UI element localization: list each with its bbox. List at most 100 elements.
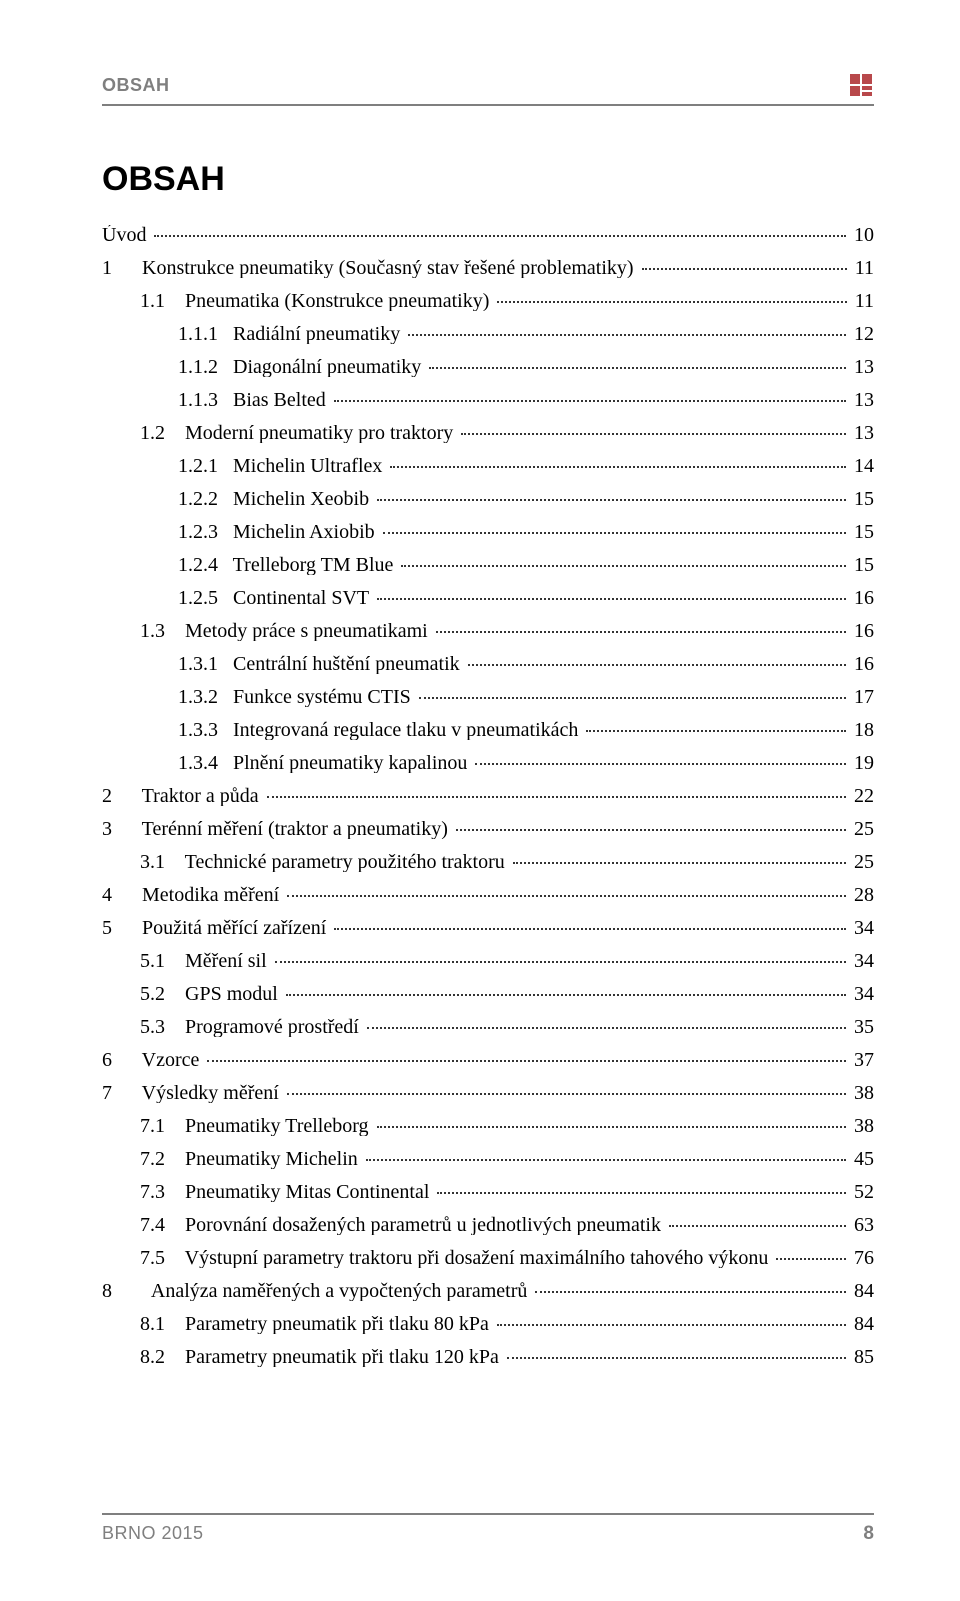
toc-entry-page[interactable]: 13 [848, 423, 874, 443]
toc-entry-label[interactable]: 5 Použitá měřící zařízení [102, 918, 332, 938]
toc-entry-label[interactable]: 7.3 Pneumatiky Mitas Continental [140, 1182, 435, 1202]
toc-entry-page[interactable]: 76 [848, 1248, 874, 1268]
toc-entry-label[interactable]: 8.1 Parametry pneumatik při tlaku 80 kPa [140, 1314, 495, 1334]
toc-entry-label[interactable]: 5.1 Měření sil [140, 951, 273, 971]
toc-entry-page[interactable]: 17 [848, 687, 874, 707]
toc-leader-dots [513, 862, 846, 864]
toc-entry-label[interactable]: Úvod [102, 225, 152, 245]
toc-entry-page[interactable]: 10 [848, 225, 874, 245]
toc-entry-label[interactable]: 1.1.3 Bias Belted [178, 390, 332, 410]
toc-leader-dots [436, 631, 846, 633]
toc-entry-page[interactable]: 13 [848, 357, 874, 377]
toc-row: 1.3.4 Plnění pneumatiky kapalinou 19 [102, 753, 874, 773]
toc-leader-dots [267, 796, 846, 798]
toc-entry-page[interactable]: 37 [848, 1050, 874, 1070]
toc-entry-page[interactable]: 45 [848, 1149, 874, 1169]
toc-entry-page[interactable]: 38 [848, 1083, 874, 1103]
toc-row: 7.5 Výstupní parametry traktoru při dosa… [102, 1248, 874, 1268]
toc-entry-label[interactable]: 1.3.1 Centrální huštění pneumatik [178, 654, 466, 674]
toc-entry-label[interactable]: 7.5 Výstupní parametry traktoru při dosa… [140, 1248, 774, 1268]
toc-entry-label[interactable]: 7.2 Pneumatiky Michelin [140, 1149, 364, 1169]
toc-entry-page[interactable]: 84 [848, 1314, 874, 1334]
toc-row: 3 Terénní měření (traktor a pneumatiky) 2… [102, 819, 874, 839]
toc-entry-page[interactable]: 11 [849, 258, 874, 278]
toc-entry-label[interactable]: 1 Konstrukce pneumatiky (Současný stav ř… [102, 258, 640, 278]
toc-entry-label[interactable]: 1.1 Pneumatika (Konstrukce pneumatiky) [140, 291, 495, 311]
toc-leader-dots [334, 928, 846, 930]
footer-rule [102, 1513, 874, 1515]
toc-entry-page[interactable]: 28 [848, 885, 874, 905]
toc-entry-page[interactable]: 85 [848, 1347, 874, 1367]
toc-entry-page[interactable]: 11 [849, 291, 874, 311]
toc-entry-page[interactable]: 25 [848, 819, 874, 839]
toc-entry-label[interactable]: 1.3.4 Plnění pneumatiky kapalinou [178, 753, 473, 773]
toc-entry-label[interactable]: 1.3.2 Funkce systému CTIS [178, 687, 417, 707]
toc-entry-page[interactable]: 34 [848, 984, 874, 1004]
header-rule [102, 104, 874, 106]
toc-leader-dots [456, 829, 846, 831]
toc-leader-dots [286, 994, 846, 996]
toc-entry-label[interactable]: 8.2 Parametry pneumatik při tlaku 120 kP… [140, 1347, 505, 1367]
toc-leader-dots [154, 235, 846, 237]
toc-entry-label[interactable]: 6 Vzorce [102, 1050, 205, 1070]
toc-entry-page[interactable]: 15 [848, 522, 874, 542]
toc-entry-page[interactable]: 22 [848, 786, 874, 806]
toc-entry-label[interactable]: 7.1 Pneumatiky Trelleborg [140, 1116, 375, 1136]
toc-entry-page[interactable]: 38 [848, 1116, 874, 1136]
toc-entry-page[interactable]: 13 [848, 390, 874, 410]
toc-leader-dots [475, 763, 846, 765]
toc-row: 1.1 Pneumatika (Konstrukce pneumatiky) 11 [102, 291, 874, 311]
toc-entry-page[interactable]: 34 [848, 951, 874, 971]
header-title: OBSAH [102, 75, 170, 96]
toc-entry-label[interactable]: 2 Traktor a půda [102, 786, 265, 806]
table-of-contents: Úvod 10 1 Konstrukce pneumatiky (Současný … [102, 225, 874, 1367]
toc-entry-page[interactable]: 16 [848, 621, 874, 641]
toc-leader-dots [507, 1357, 846, 1359]
toc-entry-page[interactable]: 63 [848, 1215, 874, 1235]
toc-entry-page[interactable]: 84 [848, 1281, 874, 1301]
toc-entry-label[interactable]: 3.1 Technické parametry použitého trakto… [140, 852, 511, 872]
toc-entry-page[interactable]: 14 [848, 456, 874, 476]
toc-entry-label[interactable]: 1.1.1 Radiální pneumatiky [178, 324, 406, 344]
toc-leader-dots [497, 301, 846, 303]
toc-entry-page[interactable]: 19 [848, 753, 874, 773]
toc-entry-label[interactable]: 8 Analýza naměřených a vypočtených param… [102, 1281, 533, 1301]
toc-entry-label[interactable]: 7.4 Porovnání dosažených parametrů u jed… [140, 1215, 667, 1235]
toc-entry-page[interactable]: 25 [848, 852, 874, 872]
toc-entry-label[interactable]: 1.2.3 Michelin Axiobib [178, 522, 381, 542]
toc-entry-label[interactable]: 1.2.1 Michelin Ultraflex [178, 456, 388, 476]
toc-entry-label[interactable]: 1.3.3 Integrovaná regulace tlaku v pneum… [178, 720, 584, 740]
footer-left-text: BRNO 2015 [102, 1523, 204, 1544]
toc-row: 2 Traktor a půda 22 [102, 786, 874, 806]
toc-row: 1.3.3 Integrovaná regulace tlaku v pneum… [102, 720, 874, 740]
toc-leader-dots [497, 1324, 846, 1326]
toc-entry-page[interactable]: 16 [848, 588, 874, 608]
toc-row: 1.2.1 Michelin Ultraflex 14 [102, 456, 874, 476]
toc-entry-page[interactable]: 12 [848, 324, 874, 344]
toc-entry-label[interactable]: 1.1.2 Diagonální pneumatiky [178, 357, 427, 377]
toc-entry-label[interactable]: 1.3 Metody práce s pneumatikami [140, 621, 434, 641]
toc-entry-label[interactable]: 1.2 Moderní pneumatiky pro traktory [140, 423, 459, 443]
toc-entry-label[interactable]: 1.2.2 Michelin Xeobib [178, 489, 375, 509]
toc-entry-label[interactable]: 5.2 GPS modul [140, 984, 284, 1004]
toc-row: 8.1 Parametry pneumatik při tlaku 80 kPa… [102, 1314, 874, 1334]
toc-entry-page[interactable]: 52 [848, 1182, 874, 1202]
toc-entry-page[interactable]: 15 [848, 555, 874, 575]
toc-entry-label[interactable]: 4 Metodika měření [102, 885, 285, 905]
toc-row: 3.1 Technické parametry použitého trakto… [102, 852, 874, 872]
toc-entry-page[interactable]: 18 [848, 720, 874, 740]
toc-entry-page[interactable]: 35 [848, 1017, 874, 1037]
toc-entry-page[interactable]: 15 [848, 489, 874, 509]
toc-entry-label[interactable]: 3 Terénní měření (traktor a pneumatiky) [102, 819, 454, 839]
toc-leader-dots [377, 1126, 846, 1128]
toc-row: 1.3 Metody práce s pneumatikami 16 [102, 621, 874, 641]
toc-entry-label[interactable]: 1.2.4 Trelleborg TM Blue [178, 555, 399, 575]
toc-entry-label[interactable]: 7 Výsledky měření [102, 1083, 285, 1103]
toc-entry-page[interactable]: 16 [848, 654, 874, 674]
toc-row: 1.2 Moderní pneumatiky pro traktory 13 [102, 423, 874, 443]
toc-row: 1 Konstrukce pneumatiky (Současný stav ř… [102, 258, 874, 278]
toc-entry-page[interactable]: 34 [848, 918, 874, 938]
toc-entry-label[interactable]: 5.3 Programové prostředí [140, 1017, 365, 1037]
toc-entry-label[interactable]: 1.2.5 Continental SVT [178, 588, 375, 608]
page-title: OBSAH [102, 160, 874, 199]
